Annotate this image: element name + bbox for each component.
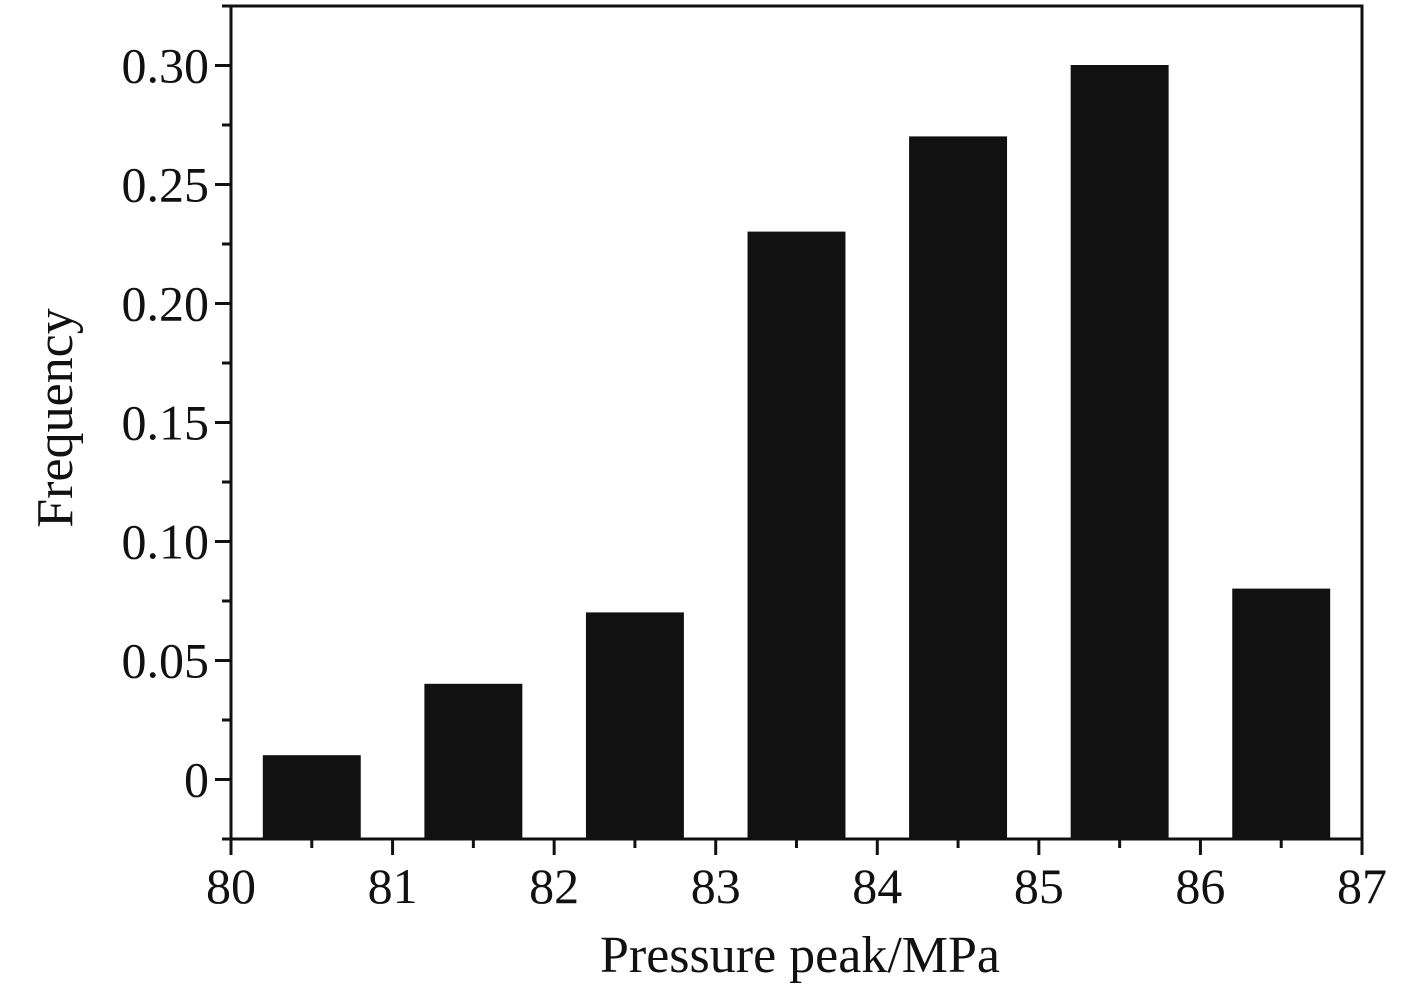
y-tick-label-3: 0.15 [122, 395, 210, 451]
bar-3 [585, 612, 684, 840]
y-axis-title: Frequency [27, 308, 84, 527]
y-tick-label-1: 0.05 [122, 633, 210, 689]
y-tick-label-2: 0.10 [122, 514, 210, 570]
x-tick-label-82: 82 [529, 858, 579, 914]
bar-7 [1232, 588, 1331, 840]
y-tick-label-4: 0.20 [122, 276, 210, 332]
bar-2 [424, 683, 523, 840]
x-tick-label-84: 84 [852, 858, 902, 914]
x-tick-label-86: 86 [1175, 858, 1225, 914]
x-tick-label-81: 81 [368, 858, 418, 914]
y-tick-label-6: 0.30 [122, 38, 210, 94]
x-tick-label-87: 87 [1337, 858, 1387, 914]
x-tick-label-83: 83 [691, 858, 741, 914]
x-tick-label-85: 85 [1014, 858, 1064, 914]
y-tick-label-0: 0 [184, 752, 209, 808]
bars-group [262, 65, 1331, 840]
ticks-group [215, 4, 1364, 855]
y-tick-label-5: 0.25 [122, 157, 210, 213]
x-tick-label-80: 80 [206, 858, 256, 914]
x-axis-title: Pressure peak/MPa [600, 927, 1000, 984]
tick-labels-group: 80 81 82 83 84 85 86 87 0 0.05 0.10 0.15 0.20 0.25 0.3… [122, 38, 1388, 915]
bar-4 [747, 231, 846, 840]
bar-1 [262, 755, 361, 840]
bar-5 [909, 136, 1008, 840]
bar-6 [1070, 65, 1169, 840]
